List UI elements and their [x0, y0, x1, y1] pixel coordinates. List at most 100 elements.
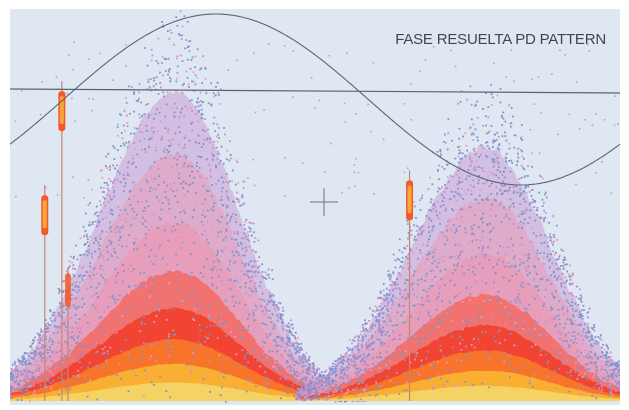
- pd-pulse-dot: [556, 345, 559, 348]
- pd-pulse-dot: [506, 276, 509, 278]
- pd-pulse-dot: [197, 300, 199, 303]
- pd-pulse-dot: [357, 352, 360, 355]
- pd-pulse-dot: [438, 178, 440, 181]
- pd-pulse-dot: [20, 387, 23, 390]
- pd-pulse-dot: [603, 356, 606, 359]
- pd-pulse-dot: [25, 359, 28, 362]
- pd-pulse-dot: [106, 350, 109, 353]
- pd-pulse-dot: [473, 319, 475, 322]
- pd-pulse-dot: [170, 78, 172, 81]
- pd-pulse-dot: [540, 217, 542, 219]
- pd-pulse-dot: [602, 376, 605, 379]
- pd-pulse-dot: [172, 138, 175, 140]
- pd-pulse-dot: [266, 361, 268, 364]
- pd-pulse-dot: [470, 225, 473, 228]
- pd-pulse-dot: [145, 129, 148, 132]
- pd-pulse-dot: [365, 347, 368, 350]
- pd-pulse-dot: [184, 105, 187, 108]
- pd-pulse-dot: [34, 336, 37, 339]
- pd-pulse-dot: [319, 385, 321, 388]
- pd-pulse-dot: [101, 191, 104, 193]
- pd-pulse-dot: [10, 392, 11, 394]
- pd-pulse-dot: [118, 294, 121, 297]
- pd-pulse-dot: [113, 251, 116, 253]
- pd-pulse-dot: [270, 295, 273, 297]
- pd-pulse-dot: [572, 342, 575, 344]
- pd-pulse-dot: [208, 137, 211, 140]
- pd-pulse-dot: [611, 375, 614, 377]
- pd-pulse-dot: [581, 317, 584, 320]
- pd-pulse-dot: [388, 294, 391, 296]
- pd-pulse-dot: [324, 371, 326, 373]
- pd-pulse-dot: [339, 358, 342, 360]
- pd-pulse-dot: [480, 167, 483, 169]
- pd-pulse-dot: [222, 250, 225, 253]
- pd-pulse-dot: [52, 332, 55, 335]
- pd-pulse-dot: [216, 324, 219, 327]
- pd-pulse-dot: [325, 385, 327, 387]
- pd-pulse-dot: [254, 270, 257, 273]
- pd-pulse-dot: [225, 228, 228, 231]
- pd-pulse-dot: [208, 303, 210, 306]
- pd-pulse-dot: [559, 330, 562, 332]
- pd-pulse-dot: [42, 339, 44, 342]
- pd-pulse-dot: [489, 214, 492, 217]
- pd-pulse-dot: [527, 283, 530, 286]
- pd-pulse-dot: [222, 323, 224, 326]
- pd-pulse-dot: [260, 339, 262, 341]
- pd-pulse-dot: [269, 334, 272, 336]
- pd-pulse-dot: [599, 355, 602, 358]
- pd-pulse-dot: [505, 213, 508, 216]
- pd-pulse-dot: [167, 333, 170, 336]
- pd-pulse-dot: [498, 342, 501, 344]
- pd-pulse-dot: [294, 347, 297, 350]
- pd-pulse-dot: [199, 272, 202, 274]
- pd-pulse-dot: [226, 205, 229, 207]
- pd-pulse-dot: [131, 208, 134, 210]
- pd-pulse-dot: [29, 362, 31, 364]
- pd-pulse-dot: [232, 254, 235, 257]
- pd-pulse-dot: [180, 111, 182, 114]
- pd-pulse-dot: [184, 135, 187, 137]
- pd-pulse-dot: [318, 368, 321, 371]
- pd-pulse-dot: [20, 374, 22, 377]
- pd-pulse-dot: [418, 227, 421, 230]
- pd-pulse-dot: [386, 306, 389, 309]
- pd-pulse-dot: [120, 156, 122, 159]
- pd-pulse-dot: [583, 309, 585, 311]
- pd-pulse-dot: [39, 351, 42, 354]
- pd-pulse-dot: [428, 217, 431, 219]
- pd-pulse-dot: [458, 161, 460, 164]
- pd-pulse-dot: [188, 164, 190, 167]
- pd-pulse-dot: [574, 361, 577, 364]
- pd-pulse-dot: [96, 240, 99, 242]
- pd-pulse-dot: [508, 360, 511, 362]
- pd-pulse-dot: [186, 76, 189, 79]
- pd-pulse-dot: [506, 238, 508, 240]
- pd-pulse-dot: [343, 359, 345, 362]
- pd-pulse-dot: [77, 285, 80, 288]
- pd-pulse-dot: [460, 157, 463, 160]
- pd-pulse-dot: [113, 298, 116, 301]
- pd-pulse-dot: [201, 224, 204, 227]
- pd-pulse-dot: [41, 336, 44, 339]
- pd-pulse-dot: [71, 326, 73, 329]
- pd-pulse-dot: [65, 270, 68, 273]
- pd-pulse-dot: [263, 387, 266, 390]
- pd-pulse-dot: [420, 359, 423, 362]
- pd-pulse-dot: [465, 178, 467, 180]
- pd-pulse-dot: [216, 254, 219, 256]
- pd-pulse-dot: [303, 358, 305, 360]
- pd-pulse-dot: [111, 295, 114, 297]
- pd-pulse-dot: [446, 380, 449, 383]
- pd-pulse-dot: [246, 378, 249, 380]
- pd-pulse-dot: [464, 154, 467, 157]
- pd-pulse-dot: [46, 349, 49, 351]
- pd-pulse-dot: [389, 273, 392, 276]
- pd-pulse-dot: [566, 359, 568, 362]
- pd-pulse-dot: [217, 91, 220, 94]
- pd-pulse-dot: [401, 351, 404, 354]
- pd-pulse-dot: [332, 362, 334, 365]
- pd-pulse-dot: [567, 344, 570, 346]
- pd-pulse-dot: [491, 203, 493, 206]
